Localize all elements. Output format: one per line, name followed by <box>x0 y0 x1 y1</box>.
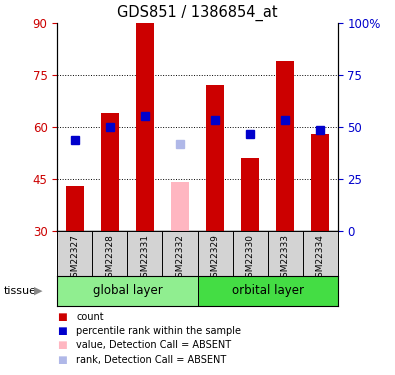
Text: value, Detection Call = ABSENT: value, Detection Call = ABSENT <box>76 340 231 350</box>
Text: count: count <box>76 312 104 322</box>
Bar <box>241 158 259 231</box>
Text: GSM22329: GSM22329 <box>211 234 220 283</box>
Text: tissue: tissue <box>4 286 37 296</box>
Bar <box>276 61 294 231</box>
Text: percentile rank within the sample: percentile rank within the sample <box>76 326 241 336</box>
Text: ■: ■ <box>57 312 67 322</box>
Bar <box>57 276 198 306</box>
Bar <box>198 276 338 306</box>
Text: GSM22330: GSM22330 <box>246 234 255 283</box>
Text: global layer: global layer <box>92 284 162 297</box>
Text: GSM22333: GSM22333 <box>280 234 290 283</box>
Text: orbital layer: orbital layer <box>231 284 304 297</box>
Bar <box>206 85 224 231</box>
Bar <box>171 182 189 231</box>
Bar <box>136 22 154 231</box>
Text: GSM22331: GSM22331 <box>140 234 149 283</box>
Bar <box>311 134 329 231</box>
Text: ■: ■ <box>57 355 67 364</box>
Text: ■: ■ <box>57 340 67 350</box>
Bar <box>66 186 84 231</box>
Text: ▶: ▶ <box>34 286 42 296</box>
Text: rank, Detection Call = ABSENT: rank, Detection Call = ABSENT <box>76 355 226 364</box>
Text: GSM22328: GSM22328 <box>105 234 115 283</box>
Bar <box>101 112 118 231</box>
Text: GSM22332: GSM22332 <box>175 234 184 283</box>
Text: ■: ■ <box>57 326 67 336</box>
Text: GSM22334: GSM22334 <box>316 234 325 283</box>
Title: GDS851 / 1386854_at: GDS851 / 1386854_at <box>117 5 278 21</box>
Text: GSM22327: GSM22327 <box>70 234 79 283</box>
